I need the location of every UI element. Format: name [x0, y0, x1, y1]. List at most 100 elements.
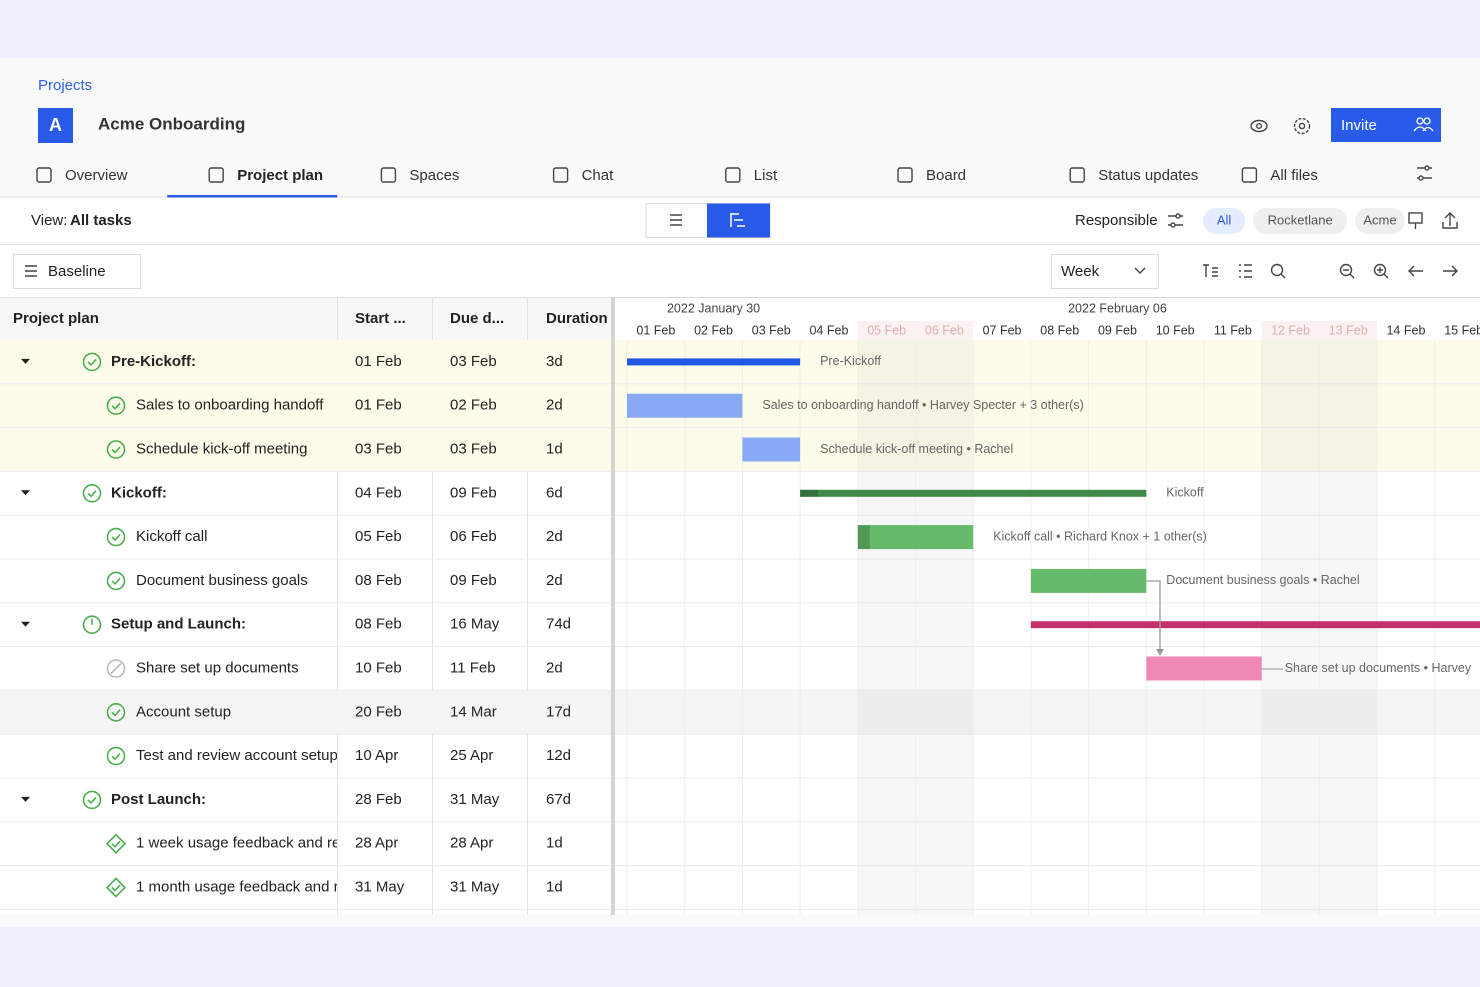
gantt-bar[interactable] — [742, 437, 801, 462]
invite-button[interactable] — [1331, 108, 1441, 142]
settings-icon[interactable] — [1293, 117, 1311, 135]
dropdown-caret — [1134, 267, 1146, 274]
task-name[interactable]: Pre-Kickoff: — [111, 353, 196, 370]
filter-icon[interactable] — [1168, 213, 1183, 228]
tab-label[interactable]: Project plan — [237, 167, 323, 184]
zoom-out-icon[interactable] — [1339, 263, 1355, 279]
collapse-caret[interactable] — [21, 490, 30, 496]
gantt-bar[interactable] — [857, 525, 974, 550]
breadcrumb[interactable]: Projects — [38, 77, 92, 94]
tab-settings-icon[interactable] — [1417, 165, 1432, 181]
scroll-right-icon[interactable] — [1443, 265, 1458, 277]
export-icon[interactable] — [1442, 212, 1458, 229]
tab-label[interactable]: Chat — [582, 167, 615, 184]
tab-icon — [1069, 167, 1085, 183]
present-icon[interactable] — [1408, 212, 1423, 229]
split-divider[interactable] — [611, 298, 615, 915]
status-icon[interactable] — [106, 659, 126, 678]
task-name[interactable]: 1 week usage feedback and re — [136, 835, 340, 852]
due-date: 06 Feb — [450, 528, 497, 545]
duration: 3d — [546, 353, 563, 370]
bar-label: Document business goals • Rachel — [1166, 573, 1359, 587]
status-icon[interactable] — [82, 352, 102, 372]
task-name[interactable]: Post Launch: — [111, 791, 206, 808]
task-name[interactable]: Schedule kick-off meeting — [136, 440, 307, 457]
day-label: 06 Feb — [925, 323, 964, 337]
scroll-left-icon[interactable] — [1408, 265, 1423, 277]
dependency-arrow — [1156, 649, 1164, 656]
due-date: 03 Feb — [450, 353, 497, 370]
start-date: 28 Feb — [355, 791, 402, 808]
tab-icon — [208, 167, 224, 183]
fit-icon[interactable] — [1270, 263, 1286, 279]
column-header[interactable]: Project plan — [13, 310, 99, 327]
row-highlight — [0, 690, 1480, 735]
status-icon[interactable] — [106, 702, 126, 722]
filter-chip[interactable] — [1203, 208, 1246, 234]
responsible-label[interactable]: Responsible — [1075, 212, 1158, 229]
outline-icon[interactable] — [1239, 264, 1252, 278]
filter-chip[interactable] — [1355, 208, 1405, 234]
status-icon[interactable] — [105, 877, 127, 898]
watch-icon[interactable] — [1250, 119, 1268, 133]
column-header[interactable]: Duration — [546, 310, 608, 327]
task-name[interactable]: Kickoff call — [136, 528, 207, 545]
row-highlight — [0, 427, 1480, 472]
due-date: 03 Feb — [450, 440, 497, 457]
baseline-button[interactable] — [13, 254, 141, 289]
status-icon[interactable] — [106, 571, 126, 591]
tab-label[interactable]: Board — [926, 167, 966, 184]
collapse-caret[interactable] — [21, 796, 30, 802]
list-view-button[interactable] — [670, 214, 682, 226]
column-header[interactable]: Due d... — [450, 310, 504, 327]
task-name[interactable]: Setup and Launch: — [111, 616, 246, 633]
task-name[interactable]: Sales to onboarding handoff — [136, 397, 324, 414]
task-name[interactable]: Account setup — [136, 703, 231, 720]
status-circle — [106, 659, 126, 678]
status-circle — [106, 440, 126, 459]
collapse-caret[interactable] — [21, 621, 30, 627]
status-icon[interactable] — [106, 396, 126, 416]
bar-progress — [857, 525, 870, 550]
gantt-bar[interactable] — [800, 489, 1147, 497]
collapse-caret[interactable] — [21, 358, 30, 364]
start-date: 10 Apr — [355, 747, 398, 764]
tab-label[interactable]: All files — [1270, 167, 1318, 184]
milestone-diamond — [105, 833, 127, 854]
gantt-bar[interactable] — [627, 393, 743, 418]
task-name[interactable]: Kickoff: — [111, 484, 167, 501]
week-label: 2022 February 06 — [1068, 301, 1167, 315]
task-name[interactable]: Share set up documents — [136, 659, 299, 676]
task-name[interactable]: Document business goals — [136, 572, 308, 589]
gantt-bar[interactable] — [627, 358, 801, 366]
filter-chip-label: Acme — [1363, 212, 1396, 227]
tab-label[interactable]: List — [754, 167, 778, 184]
task-name[interactable]: Test and review account setup — [136, 747, 338, 764]
column-header[interactable]: Start ... — [355, 310, 406, 327]
day-label: 08 Feb — [1040, 323, 1079, 337]
status-icon[interactable] — [82, 615, 102, 635]
status-circle — [106, 702, 126, 722]
view-value[interactable]: All tasks — [70, 212, 132, 229]
status-icon[interactable] — [106, 527, 126, 547]
status-icon[interactable] — [106, 746, 126, 766]
weekend-column — [915, 340, 974, 915]
status-icon[interactable] — [106, 440, 126, 459]
task-name[interactable]: 1 month usage feedback and r — [136, 878, 339, 895]
zoom-in-icon[interactable] — [1373, 263, 1389, 279]
tab-label[interactable]: Overview — [65, 167, 128, 184]
filter-chip[interactable] — [1253, 208, 1348, 234]
status-circle — [82, 483, 102, 503]
sort-icon[interactable] — [1203, 264, 1218, 277]
status-icon[interactable] — [105, 833, 127, 854]
filter-chip-label: Rocketlane — [1268, 212, 1333, 227]
tab-label[interactable]: Status updates — [1098, 167, 1198, 184]
status-icon[interactable] — [82, 790, 102, 810]
status-icon[interactable] — [82, 483, 102, 503]
day-label: 05 Feb — [867, 323, 906, 337]
gantt-bar[interactable] — [1146, 656, 1262, 681]
gantt-bar[interactable] — [1030, 621, 1480, 629]
tab-label[interactable]: Spaces — [409, 167, 459, 184]
gantt-bar[interactable] — [1030, 568, 1147, 593]
